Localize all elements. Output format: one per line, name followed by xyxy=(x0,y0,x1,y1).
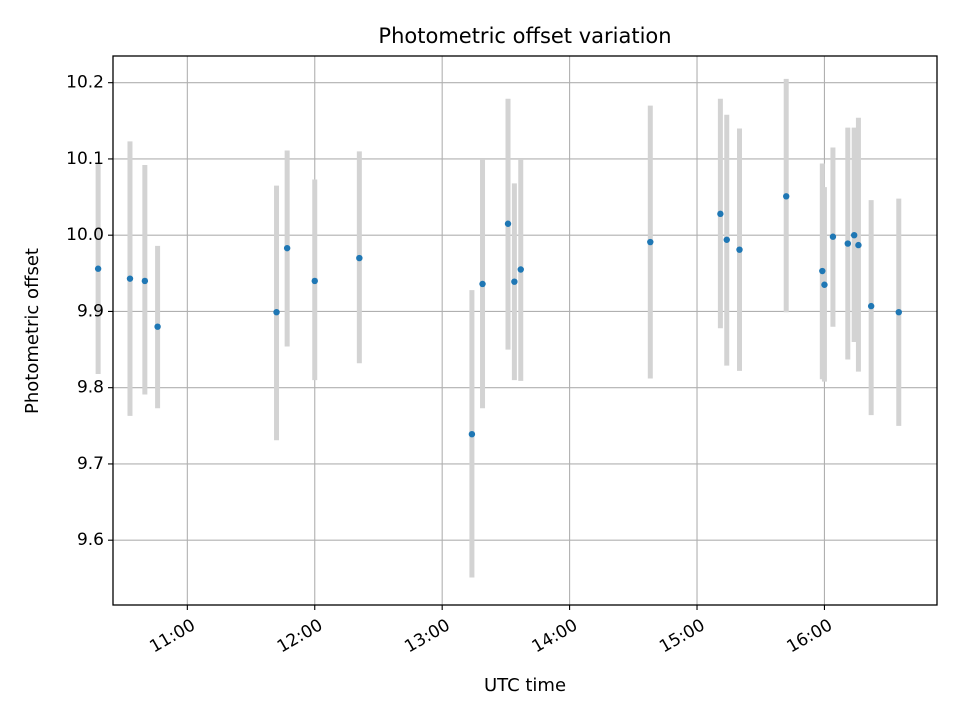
data-point xyxy=(819,267,826,275)
data-point xyxy=(126,275,134,282)
y-axis-ticks: 9.6 9.7 9.8 9.9 10.0 10.1 10.2 xyxy=(66,73,113,550)
data-point xyxy=(468,431,476,438)
data-point xyxy=(647,238,654,246)
y-tick-label: 9.8 xyxy=(77,378,104,398)
y-tick-label: 10.2 xyxy=(66,73,104,93)
data-points xyxy=(94,193,902,438)
y-tick-label: 10.1 xyxy=(66,149,104,169)
data-point xyxy=(855,241,862,249)
y-tick-label: 9.6 xyxy=(77,530,104,550)
data-point xyxy=(821,281,828,288)
y-tick-label: 10.0 xyxy=(66,225,104,245)
data-point xyxy=(356,254,363,262)
data-point xyxy=(850,231,858,239)
chart-title: Photometric offset variation xyxy=(378,24,671,48)
data-point xyxy=(154,323,161,330)
data-point xyxy=(141,277,149,285)
data-point xyxy=(94,265,102,272)
data-point xyxy=(311,277,318,285)
data-point xyxy=(283,244,291,252)
data-point xyxy=(783,193,790,200)
data-point xyxy=(504,220,512,227)
data-point xyxy=(867,302,875,310)
data-point xyxy=(723,236,730,243)
y-axis-label: Photometric offset xyxy=(22,248,43,414)
y-tick-label: 9.7 xyxy=(77,454,104,474)
data-point xyxy=(273,309,280,316)
x-axis-label: UTC time xyxy=(484,675,566,696)
data-point xyxy=(479,280,486,288)
plot-frame xyxy=(112,55,938,606)
data-point xyxy=(895,309,902,316)
data-point xyxy=(736,246,743,253)
data-point xyxy=(517,266,524,273)
data-point xyxy=(511,278,518,285)
data-point xyxy=(844,240,852,247)
y-tick-label: 9.9 xyxy=(77,301,104,321)
data-point xyxy=(829,233,837,240)
data-point xyxy=(717,210,724,218)
